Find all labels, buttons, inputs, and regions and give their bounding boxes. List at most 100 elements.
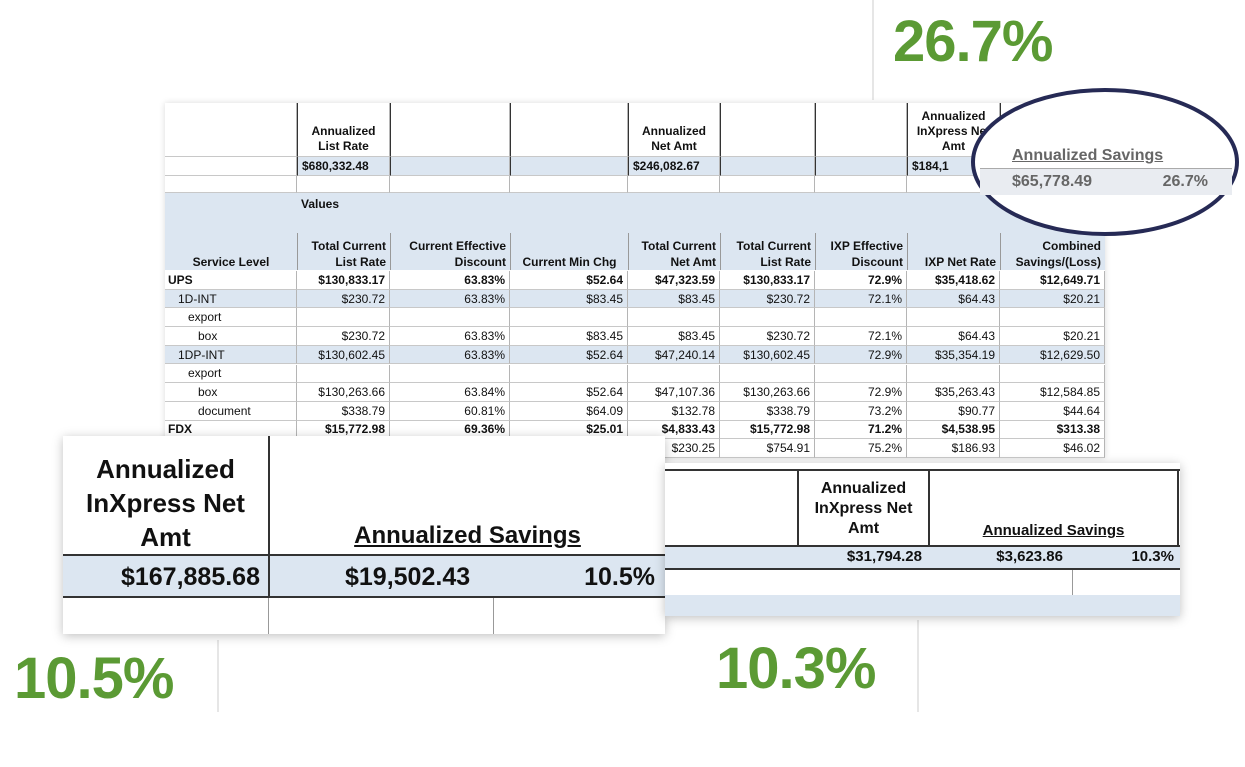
row-value: $186.93: [907, 439, 1000, 458]
column-header: Combined Savings/(Loss): [1000, 233, 1105, 270]
service-level: export: [165, 308, 297, 328]
row-value: $338.79: [720, 401, 815, 421]
row-value: [1000, 364, 1105, 384]
blank-cell: [165, 176, 297, 193]
row-value: $4,833.43: [628, 420, 720, 440]
row-value: [297, 308, 390, 328]
summary-value: [815, 157, 907, 176]
row-value: $83.45: [628, 289, 720, 309]
values-label: Values: [301, 197, 340, 211]
row-value: $47,107.36: [628, 383, 720, 402]
rule: [63, 554, 665, 556]
service-level: document: [165, 401, 297, 421]
blank-cell: [628, 176, 720, 193]
big-percent: 26.7%: [893, 9, 1053, 74]
blank-cell: [390, 176, 510, 193]
value-band: [63, 556, 665, 598]
row-value: [815, 308, 907, 328]
row-value: [1000, 308, 1105, 328]
column-header: Total Current List Rate: [720, 233, 815, 270]
row-value: [815, 364, 907, 384]
row-value: $130,833.17: [720, 271, 815, 290]
row-value: [907, 308, 1000, 328]
service-level: box: [165, 327, 297, 346]
big-percent: 10.3%: [716, 636, 876, 701]
savings-percent: 10.5%: [584, 563, 655, 591]
row-value: $130,833.17: [297, 271, 390, 290]
blank-band: [665, 595, 1180, 616]
gray-band: [980, 168, 1232, 195]
row-value: $20.21: [1000, 327, 1105, 346]
summary-value: [165, 157, 297, 176]
net-amount: $31,794.28: [846, 548, 922, 565]
row-value: $35,263.43: [907, 383, 1000, 402]
row-value: [390, 308, 510, 328]
row-value: $15,772.98: [720, 420, 815, 440]
summary-header: Annualized InXpress Net Amt: [907, 103, 1000, 157]
summary-header: Annualized List Rate: [297, 103, 390, 157]
row-value: [720, 308, 815, 328]
divider: [872, 0, 874, 100]
divider: [217, 640, 219, 712]
divider: [797, 469, 799, 569]
divider: [1177, 469, 1179, 569]
row-value: 72.9%: [815, 383, 907, 402]
summary-value: $680,332.48: [297, 157, 390, 176]
savings-header: Annualized Savings: [982, 522, 1125, 539]
column-header: IXP Effective Discount: [815, 233, 907, 270]
summary-header: Annualized Net Amt: [628, 103, 720, 157]
row-value: $46.02: [1000, 439, 1105, 458]
blank-cell: [510, 176, 628, 193]
summary-header: [165, 103, 297, 157]
savings-percent: 10.3%: [1131, 548, 1174, 565]
row-value: $35,354.19: [907, 345, 1000, 365]
row-value: $132.78: [628, 401, 720, 421]
row-value: [720, 364, 815, 384]
row-value: $83.45: [510, 327, 628, 346]
net-header: Annualized InXpress Net Amt: [814, 480, 913, 537]
row-value: [510, 364, 628, 384]
row-value: 63.83%: [390, 345, 510, 365]
row-value: $12,629.50: [1000, 345, 1105, 365]
row-value: $4,538.95: [907, 420, 1000, 440]
row-value: $130,263.66: [720, 383, 815, 402]
row-value: 72.1%: [815, 289, 907, 309]
service-level: 1DP-INT: [165, 345, 297, 365]
row-value: $130,602.45: [297, 345, 390, 365]
row-value: [907, 364, 1000, 384]
row-value: $47,240.14: [628, 345, 720, 365]
service-level: UPS: [165, 271, 297, 290]
row-value: 60.81%: [390, 401, 510, 421]
net-header: Annualized InXpress Net Amt: [86, 454, 245, 552]
zoom-left: Annualized InXpress Net Amt Annualized Sa…: [63, 436, 665, 634]
header-band: [165, 193, 1105, 270]
column-header: Current Effective Discount: [390, 233, 510, 270]
row-value: $64.43: [907, 327, 1000, 346]
row-value: 73.2%: [815, 401, 907, 421]
row-value: $754.91: [720, 439, 815, 458]
net-amount: $167,885.68: [120, 563, 260, 591]
row-value: 63.83%: [390, 327, 510, 346]
row-value: $230.25: [628, 439, 720, 458]
service-level: export: [165, 364, 297, 384]
row-value: 63.83%: [390, 289, 510, 309]
divider: [493, 598, 494, 634]
divider: [268, 556, 270, 598]
row-value: 72.1%: [815, 327, 907, 346]
row-value: 71.2%: [815, 420, 907, 440]
row-value: $230.72: [720, 289, 815, 309]
row-value: [390, 364, 510, 384]
column-header: Service Level: [192, 255, 270, 269]
row-value: $52.64: [510, 345, 628, 365]
main-table: Annualized List Rate $680,332.48 Annualize…: [165, 103, 1105, 458]
savings-percent: 26.7%: [1162, 173, 1208, 190]
row-value: $47,323.59: [628, 271, 720, 290]
row-value: 72.9%: [815, 345, 907, 365]
value-band: [665, 545, 1180, 570]
circle-outline: [971, 88, 1239, 236]
row-value: $130,263.66: [297, 383, 390, 402]
big-percent: 10.5%: [14, 646, 174, 711]
service-level: 1D-INT: [165, 289, 297, 309]
column-header: IXP Net Rate: [907, 233, 1000, 270]
column-header: Total Current Net Amt: [628, 233, 720, 270]
